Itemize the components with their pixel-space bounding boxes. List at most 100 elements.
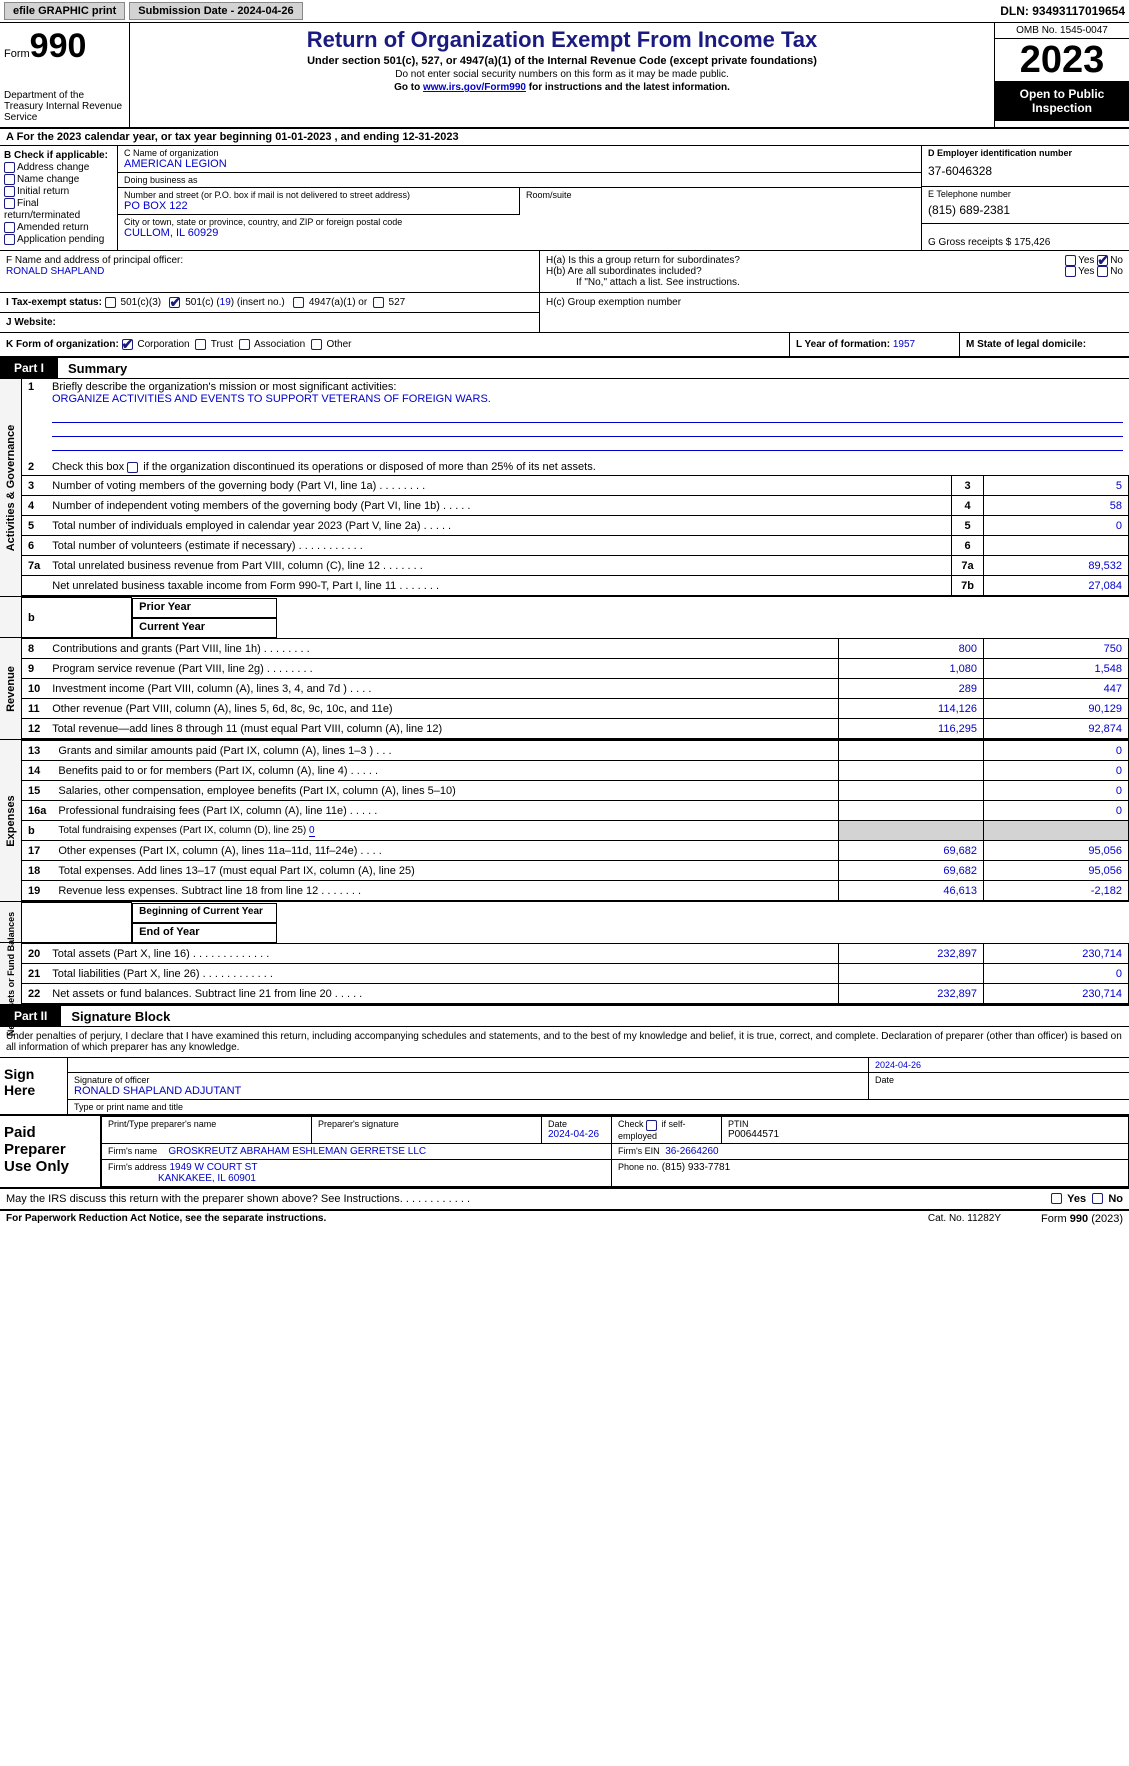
revenue-table: 8Contributions and grants (Part VIII, li… [22, 638, 1129, 739]
chk-name-change[interactable] [4, 174, 15, 185]
page-footer: For Paperwork Reduction Act Notice, see … [0, 1211, 1129, 1227]
opt-4947: 4947(a)(1) or [309, 297, 367, 308]
chk-discontinued[interactable] [127, 462, 138, 473]
hdr-boy: Beginning of Current Year [132, 903, 277, 923]
street-value: PO BOX 122 [124, 200, 513, 212]
col-b-title: B Check if applicable: [4, 150, 113, 161]
opt-app-pending: Application pending [17, 234, 104, 245]
discuss-no: No [1108, 1193, 1123, 1205]
ssn-warning: Do not enter social security numbers on … [138, 69, 986, 80]
opt-501c-post: ) (insert no.) [231, 297, 285, 308]
section-net: Net Assets or Fund Balances 20Total asse… [0, 943, 1129, 1006]
section-governance: Activities & Governance 1Briefly describ… [0, 379, 1129, 597]
submission-date: Submission Date - 2024-04-26 [129, 2, 302, 20]
part2-title: Signature Block [61, 1009, 170, 1024]
goto-pre: Go to [394, 82, 423, 93]
paid-label: Paid Preparer Use Only [0, 1116, 101, 1186]
officer-name: RONALD SHAPLAND [6, 266, 533, 277]
firm-addr1: 1949 W COURT ST [169, 1162, 257, 1173]
firm-name: GROSKREUTZ ABRAHAM ESHLEMAN GERRETSE LLC [168, 1146, 426, 1157]
j-label: J Website: [6, 317, 56, 328]
l1-label: Briefly describe the organization's miss… [52, 381, 396, 393]
vtab-exp: Expenses [5, 795, 17, 846]
dept-treasury: Department of the Treasury Internal Reve… [4, 90, 125, 123]
section-twocol-hdr: b Prior Year Current Year [0, 597, 1129, 638]
prep-sig-label: Preparer's signature [318, 1119, 535, 1129]
chk-amended[interactable] [4, 222, 15, 233]
ptin-value: P00644571 [728, 1129, 779, 1140]
irs-link[interactable]: www.irs.gov/Form990 [423, 82, 526, 93]
opt-527: 527 [389, 297, 406, 308]
omb-number: OMB No. 1545-0047 [995, 23, 1129, 39]
firm-addr-label: Firm's address [108, 1162, 167, 1172]
public-inspection: Open to Public Inspection [995, 81, 1129, 121]
sign-here-label: Sign Here [0, 1058, 68, 1114]
opt-assoc: Association [254, 339, 305, 350]
discuss-yes: Yes [1067, 1193, 1086, 1205]
chk-assoc[interactable] [239, 339, 250, 350]
chk-4947[interactable] [293, 297, 304, 308]
chk-501c3[interactable] [105, 297, 116, 308]
chk-discuss-yes[interactable] [1051, 1193, 1062, 1204]
opt-amended: Amended return [17, 222, 89, 233]
chk-self-employed[interactable] [646, 1120, 657, 1131]
firm-ein: 36-2664260 [665, 1146, 718, 1157]
hc-label: H(c) Group exemption number [546, 297, 1123, 308]
i-label: I Tax-exempt status: [6, 297, 102, 308]
chk-hb-no[interactable] [1097, 266, 1108, 277]
ha-label: H(a) Is this a group return for subordin… [546, 255, 1065, 266]
efile-button[interactable]: efile GRAPHIC print [4, 2, 125, 20]
dba-label: Doing business as [124, 175, 915, 185]
vtab-gov: Activities & Governance [5, 425, 17, 552]
gross-value: 175,426 [1014, 237, 1050, 248]
section-expenses: Expenses 13Grants and similar amounts pa… [0, 740, 1129, 902]
top-bar: efile GRAPHIC print Submission Date - 20… [0, 0, 1129, 23]
section-revenue: Revenue 8Contributions and grants (Part … [0, 638, 1129, 740]
chk-app-pending[interactable] [4, 234, 15, 245]
ha-yes: Yes [1078, 255, 1094, 266]
cat-number: Cat. No. 11282Y [928, 1213, 1001, 1225]
org-name: AMERICAN LEGION [124, 158, 915, 170]
hb-yes: Yes [1078, 266, 1094, 277]
chk-501c[interactable] [169, 297, 180, 308]
opt-501c-num: 19 [220, 297, 231, 308]
chk-corp[interactable] [122, 339, 133, 350]
phone-value: (815) 933-7781 [662, 1162, 730, 1173]
m-label: M State of legal domicile: [966, 339, 1086, 350]
prep-date: 2024-04-26 [548, 1129, 599, 1140]
chk-ha-no[interactable] [1097, 255, 1108, 266]
tax-year: 2023 [995, 39, 1129, 81]
officer-sig-name: RONALD SHAPLAND ADJUTANT [74, 1085, 241, 1097]
chk-trust[interactable] [195, 339, 206, 350]
street-label: Number and street (or P.O. box if mail i… [124, 190, 513, 200]
chk-ha-yes[interactable] [1065, 255, 1076, 266]
firm-name-label: Firm's name [108, 1146, 157, 1156]
row-ij: I Tax-exempt status: 501(c)(3) 501(c) (1… [0, 293, 1129, 333]
k-label: K Form of organization: [6, 339, 119, 350]
chk-hb-yes[interactable] [1065, 266, 1076, 277]
chk-527[interactable] [373, 297, 384, 308]
opt-other: Other [326, 339, 351, 350]
chk-discuss-no[interactable] [1092, 1193, 1103, 1204]
hdr-prior: Prior Year [132, 598, 277, 618]
chk-other[interactable] [311, 339, 322, 350]
opt-final-return: Final return/terminated [4, 199, 80, 221]
vtab-rev: Revenue [5, 666, 17, 712]
signature-intro: Under penalties of perjury, I declare th… [0, 1027, 1129, 1058]
chk-initial-return[interactable] [4, 186, 15, 197]
form-header: Form990 Department of the Treasury Inter… [0, 23, 1129, 129]
org-name-label: C Name of organization [124, 148, 915, 158]
form-subtitle: Under section 501(c), 527, or 4947(a)(1)… [138, 55, 986, 67]
hb-note: If "No," attach a list. See instructions… [546, 277, 1123, 288]
vtab-net: Net Assets or Fund Balances [6, 912, 16, 1036]
chk-address-change[interactable] [4, 162, 15, 173]
opt-501c3: 501(c)(3) [121, 297, 162, 308]
ein-label: D Employer identification number [928, 148, 1123, 158]
sign-here-block: Sign Here 2024-04-26 Signature of office… [0, 1058, 1129, 1116]
chk-final-return[interactable] [4, 198, 15, 209]
dln-number: DLN: 93493117019654 [1000, 4, 1125, 18]
room-label: Room/suite [526, 190, 915, 200]
gross-label: G Gross receipts $ [928, 237, 1014, 248]
part1-title: Summary [58, 361, 127, 376]
tel-value: (815) 689-2381 [928, 199, 1123, 221]
